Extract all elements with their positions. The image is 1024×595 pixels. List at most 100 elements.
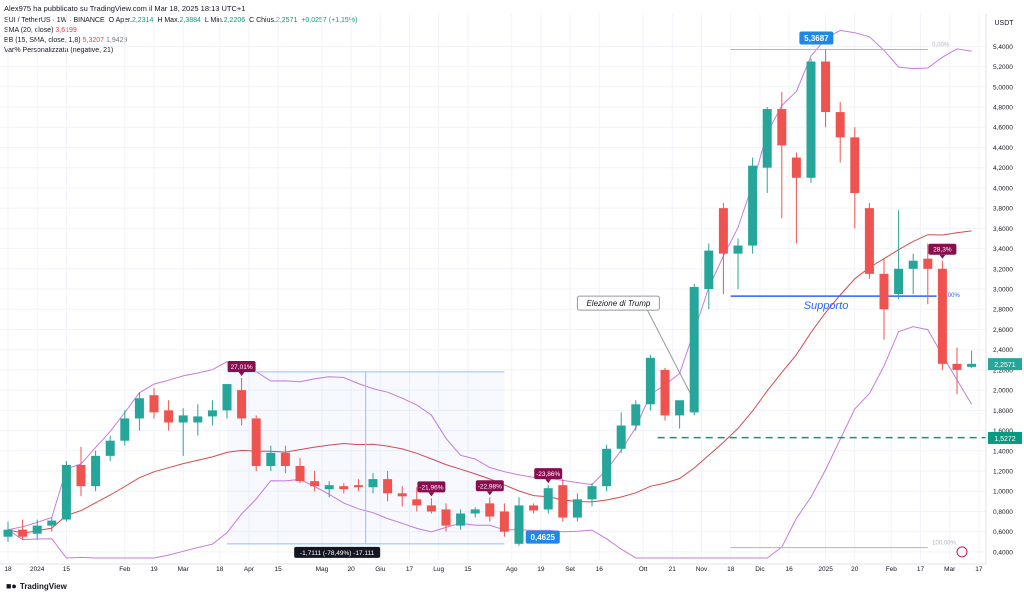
- x-tick-label: Nov: [696, 566, 708, 573]
- candle-body: [718, 208, 728, 254]
- level-price-tag: 1,5272: [994, 436, 1016, 443]
- ohlc-close-prefix: Chius.: [256, 17, 276, 24]
- tradingview-brand[interactable]: ■● TradingView: [6, 581, 67, 591]
- y-tick-label: 0,4000: [993, 549, 1013, 556]
- x-tick-label: 16: [785, 566, 793, 573]
- drop-label: 28,3%: [933, 247, 952, 254]
- y-tick-label: 3,6000: [993, 226, 1013, 233]
- candle-body: [91, 455, 101, 487]
- candle-body: [32, 525, 42, 534]
- candle-body: [134, 398, 144, 419]
- candle-body: [850, 137, 860, 193]
- drop-label-pointer: [545, 479, 552, 484]
- annotation-labels: 27,01% -21,96% -22,98% -23,86% 28,3% 5,3687 0,…: [227, 31, 968, 558]
- candle-body: [426, 505, 436, 512]
- axis-unit-label: USDT: [994, 20, 1014, 27]
- candle-body: [952, 363, 962, 370]
- measure-label: -1,7111 (-78,49%) -17.111: [300, 550, 375, 557]
- callout-pointer: [646, 309, 692, 396]
- level-price-tag-bg: [988, 431, 1022, 444]
- x-tick-label: Mag: [316, 566, 329, 573]
- low-tag-bg: [525, 530, 560, 544]
- candle-body: [251, 418, 261, 466]
- candle-body: [397, 493, 407, 497]
- alert-icon: [956, 546, 968, 558]
- var-label: Var% Personalizzata (negative, 21): [4, 47, 114, 54]
- drop-label: -22,98%: [478, 483, 502, 490]
- candle-body: [864, 208, 874, 274]
- y-tick-label: 3,0000: [993, 287, 1013, 294]
- y-tick-label: 3,4000: [993, 246, 1013, 253]
- x-tick-label: 15: [464, 566, 472, 573]
- candle-body: [499, 511, 509, 532]
- candle-body: [237, 390, 247, 419]
- x-tick-label: Ago: [506, 566, 518, 573]
- high-tag-bg: [799, 31, 834, 45]
- y-tick-label: 0,8000: [993, 509, 1013, 516]
- x-tick-label: 18: [216, 566, 224, 573]
- drop-label-pointer: [939, 254, 946, 259]
- bb-lower-value: 1,9429: [105, 37, 128, 44]
- y-tick-label: 2,2000: [993, 367, 1013, 374]
- ohlc-open: 2,2314: [131, 17, 154, 24]
- y-tick-label: 4,8000: [993, 105, 1013, 112]
- x-tick-label: Feb: [119, 566, 131, 573]
- candle-body: [76, 464, 86, 487]
- candle-body: [587, 486, 597, 500]
- drop-label-pointer: [486, 491, 493, 496]
- x-tick-label: 15: [63, 566, 71, 573]
- tradingview-logo-icon: ■●: [6, 581, 17, 591]
- x-tick-label: 18: [727, 566, 735, 573]
- candle-body: [353, 485, 363, 488]
- sma-path: [7, 230, 972, 534]
- ohlc-low-prefix: Min.: [210, 17, 224, 24]
- candle-body: [47, 520, 57, 526]
- drop-label-bg: [534, 468, 563, 480]
- y-tick-label: 3,2000: [993, 266, 1013, 273]
- candle-body: [602, 448, 612, 487]
- candle-body: [412, 499, 422, 506]
- y-tick-label: 2,4000: [993, 347, 1013, 354]
- candle-body: [383, 479, 393, 494]
- ohlc-open-prefix: Aper.: [115, 17, 132, 24]
- low-tag: 0,4625: [531, 533, 556, 542]
- drop-label-pointer: [428, 492, 435, 497]
- ohlc-low: 2,2206: [223, 17, 246, 24]
- candle-body: [733, 245, 743, 254]
- candle-body: [456, 513, 466, 526]
- x-tick-label: 20: [851, 566, 859, 573]
- drop-label-pointer: [238, 372, 245, 376]
- bb-label: BB (15, SMA, close, 1,8): [4, 37, 81, 44]
- candle-body: [280, 452, 290, 466]
- last-price-tag-bg: [988, 358, 1022, 371]
- x-tick-label: 20: [347, 566, 355, 573]
- candle-body: [923, 258, 933, 269]
- x-tick-label: Mar: [944, 566, 956, 573]
- sma-label: SMA (20, close): [4, 27, 54, 34]
- price-axis: USDT 0,4000 0,6000 0,8000 1,0000 1,2000 1,4000…: [985, 14, 1022, 564]
- candle-body: [441, 509, 451, 526]
- high-tag: 5,3687: [804, 34, 829, 43]
- y-tick-label: 4,6000: [993, 125, 1013, 132]
- y-tick-label: 4,4000: [993, 145, 1013, 152]
- bb-upper-value: 5,3207: [82, 37, 105, 44]
- last-price-tag: 2,2571: [994, 362, 1016, 369]
- candle-body: [645, 357, 655, 405]
- symbol-title: SUI / TetherUS · 1W · BINANCE: [4, 17, 105, 24]
- bb-legend[interactable]: BB (15, SMA, close, 1,8) 5,3207 1,9429: [4, 37, 127, 44]
- x-tick-label: Feb: [886, 566, 898, 573]
- var-legend[interactable]: Var% Personalizzata (negative, 21): [4, 47, 113, 54]
- candle-body: [368, 479, 378, 488]
- candle-body: [18, 529, 28, 537]
- y-tick-label: 2,6000: [993, 327, 1013, 334]
- ohlc-open-label: O: [108, 17, 115, 24]
- candle-body: [894, 268, 904, 295]
- candle-body: [295, 465, 305, 482]
- candle-body: [558, 485, 568, 518]
- candle-body: [105, 440, 115, 456]
- ohlc-high: 2,3884: [179, 17, 201, 24]
- x-tick-label: 17: [406, 566, 414, 573]
- x-tick-label: Dic: [755, 566, 765, 573]
- candle-body: [616, 425, 626, 449]
